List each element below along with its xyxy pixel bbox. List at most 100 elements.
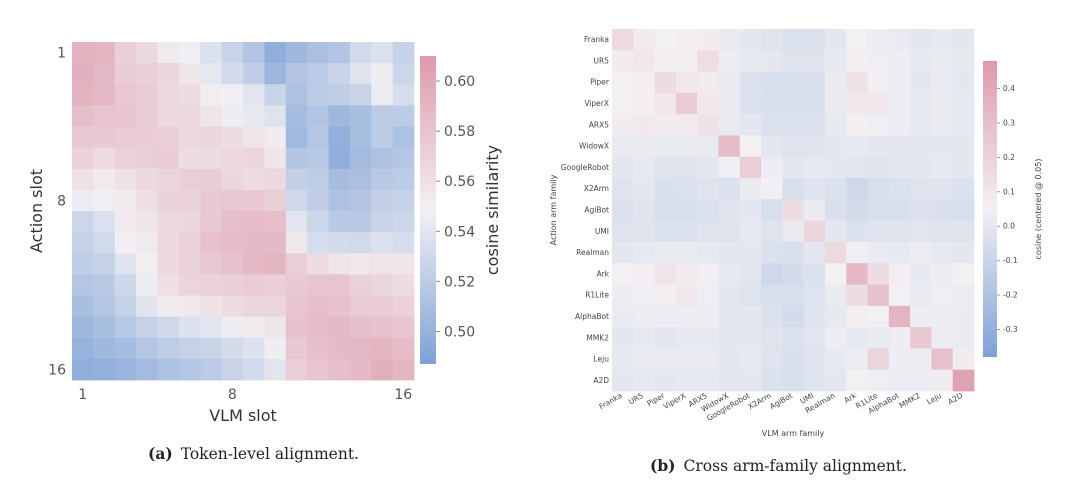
- heatmap-a-cell: [285, 232, 308, 254]
- heatmap-b-cell: [782, 114, 805, 136]
- heatmap-a-cell: [243, 337, 265, 360]
- heatmap-a-cell: [371, 168, 394, 191]
- heatmap-a-cell: [157, 232, 180, 254]
- heatmap-b-cell: [824, 284, 847, 307]
- heatmap-a-cell: [243, 147, 265, 170]
- heatmap-a-cell: [264, 274, 287, 296]
- heatmap-b-cell: [612, 369, 634, 392]
- colorbar-b-label: cosine (centered @ 0.05): [1034, 159, 1043, 260]
- heatmap-a-cell: [72, 316, 94, 339]
- heatmap-b-cell: [952, 369, 975, 392]
- heatmap-b-cell: [718, 241, 741, 264]
- heatmap-a-cell: [114, 232, 137, 254]
- heatmap-a-cell: [307, 126, 329, 149]
- colorbar-b-tick-label: 0.3: [1003, 118, 1015, 127]
- heatmap-b-cell: [675, 199, 698, 222]
- heatmap-b-cell: [675, 263, 698, 285]
- heatmap-b-cell: [697, 114, 719, 136]
- heatmap-a-cell: [392, 211, 415, 233]
- heatmap-b-cell: [867, 305, 890, 328]
- heatmap-b-cell: [739, 199, 762, 222]
- heatmap-b-cell: [888, 263, 911, 285]
- heatmap-a-cell: [285, 147, 308, 170]
- heatmap-b-cell: [867, 369, 890, 392]
- heatmap-b-cell: [910, 220, 932, 243]
- colorbar-a-tick-label: 0.60: [444, 74, 475, 90]
- heatmap-b-cell: [931, 178, 954, 200]
- heatmap-b-cell: [782, 241, 805, 264]
- heatmap-a-cell: [136, 211, 158, 233]
- heatmap-b-x-label: VLM arm family: [762, 429, 825, 438]
- heatmap-b-x-tick: X2Arm: [746, 391, 772, 411]
- caption-a: (a) Token-level alignment.: [148, 444, 359, 463]
- heatmap-b-cell: [782, 327, 805, 349]
- heatmap-a-cell: [349, 147, 372, 170]
- heatmap-a-cell: [285, 316, 308, 339]
- heatmap-a-cell: [114, 189, 137, 212]
- heatmap-b-cell: [910, 369, 932, 392]
- heatmap-b-cell: [654, 199, 677, 222]
- heatmap-b-cell: [761, 114, 783, 136]
- heatmap-b-cell: [675, 71, 698, 94]
- heatmap-b-cell: [888, 220, 911, 243]
- heatmap-a-cell: [349, 189, 372, 212]
- heatmap-a-cell: [285, 105, 308, 127]
- heatmap-a-cell: [307, 253, 329, 275]
- heatmap-a-cell: [328, 211, 351, 233]
- heatmap-a-cell: [200, 232, 223, 254]
- heatmap-a-cell: [157, 105, 180, 127]
- heatmap-b-cell: [675, 348, 698, 371]
- heatmap-a-cell: [285, 84, 308, 106]
- heatmap-a-cell: [371, 105, 394, 127]
- heatmap-a-cell: [392, 189, 415, 212]
- heatmap-b-cell: [846, 135, 868, 158]
- heatmap-b-cell: [846, 199, 868, 222]
- heatmap-a-cell: [200, 358, 223, 381]
- heatmap-a-cell: [136, 358, 158, 381]
- heatmap-b-cell: [803, 220, 826, 243]
- heatmap-b-cell: [654, 305, 677, 328]
- colorbar-a-label: cosine similarity: [483, 145, 502, 275]
- heatmap-a-cell: [371, 189, 394, 212]
- heatmap-a-cell: [349, 63, 372, 85]
- heatmap-b-cell: [739, 263, 762, 285]
- heatmap-b-cell: [782, 71, 805, 94]
- heatmap-b-cell: [633, 348, 655, 371]
- heatmap-b-cell: [824, 71, 847, 94]
- heatmap-b-cell: [931, 241, 954, 264]
- heatmap-b-cell: [654, 327, 677, 349]
- heatmap-a-cell: [114, 42, 137, 64]
- heatmap-a-cell: [178, 147, 201, 170]
- heatmap-a-cell: [136, 84, 158, 106]
- heatmap-b-cell: [675, 327, 698, 349]
- heatmap-b-cell: [824, 263, 847, 285]
- heatmap-b-cell: [739, 156, 762, 179]
- heatmap-a-cell: [221, 42, 244, 64]
- heatmap-a-cell: [328, 274, 351, 296]
- heatmap-a-cell: [264, 105, 287, 127]
- heatmap-b-cell: [761, 156, 783, 179]
- heatmap-a-cell: [136, 253, 158, 275]
- heatmap-a-cell: [371, 211, 394, 233]
- heatmap-b-cell: [612, 156, 634, 179]
- heatmap-b-cell: [675, 135, 698, 158]
- heatmap-a-cell: [328, 232, 351, 254]
- heatmap-b-cell: [782, 348, 805, 371]
- heatmap-b-cell: [633, 156, 655, 179]
- heatmap-a-cell: [178, 337, 201, 360]
- heatmap-b-cell: [910, 135, 932, 158]
- heatmap-b-cell: [867, 50, 890, 72]
- heatmap-a-cell: [221, 105, 244, 127]
- heatmap-a-cell: [200, 168, 223, 191]
- colorbar-a-tick-label: 0.52: [444, 274, 475, 290]
- heatmap-b-y-tick: MMK2: [586, 333, 609, 342]
- heatmap-b-y-tick: A2D: [593, 376, 609, 385]
- heatmap-b-cell: [910, 156, 932, 179]
- heatmap-a-cell: [72, 63, 94, 85]
- heatmap-b-cell: [846, 50, 868, 72]
- heatmap-b-cell: [910, 199, 932, 222]
- heatmap-a-cell: [178, 168, 201, 191]
- heatmap-a-cell: [178, 253, 201, 275]
- colorbar-b-tick-label: 0.1: [1003, 187, 1015, 196]
- heatmap-b-cell: [718, 135, 741, 158]
